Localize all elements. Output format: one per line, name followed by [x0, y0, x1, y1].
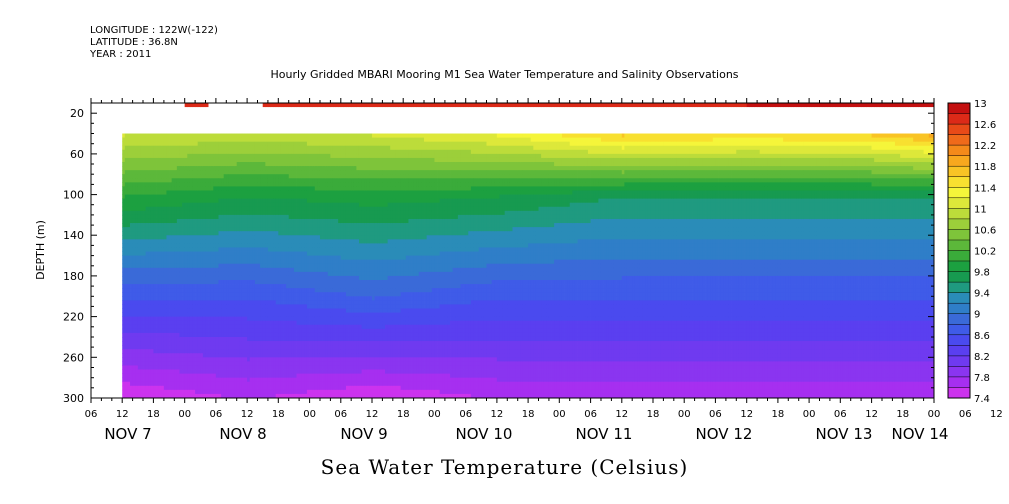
y-tick-label: 100: [63, 189, 84, 202]
x-tick-label: 18: [272, 409, 285, 420]
colorbar-label: 13: [974, 99, 987, 110]
x-tick-label: 12: [865, 409, 878, 420]
x-tick-label: 06: [459, 409, 472, 420]
x-tick-label: 00: [553, 409, 566, 420]
x-tick-label: 12: [241, 409, 254, 420]
y-tick-label: 260: [63, 351, 84, 364]
x-tick-label: 06: [834, 409, 847, 420]
x-tick-label: 18: [896, 409, 909, 420]
x-day-label: NOV 11: [576, 425, 633, 443]
x-day-label: NOV 8: [219, 425, 266, 443]
x-tick-label: 06: [709, 409, 722, 420]
x-day-label: NOV 12: [696, 425, 753, 443]
colorbar-label: 9.4: [974, 289, 990, 300]
colorbar-swatch: [948, 135, 970, 146]
x-tick-label: 18: [522, 409, 535, 420]
colorbar-swatch: [948, 366, 970, 377]
x-tick-label: 00: [178, 409, 191, 420]
x-day-label: NOV 14: [892, 425, 949, 443]
colorbar-swatch: [948, 103, 970, 114]
colorbar-label: 8.2: [974, 352, 990, 363]
colorbar-swatch: [948, 324, 970, 335]
colorbar-swatch: [948, 114, 970, 125]
y-tick-label: 60: [70, 148, 84, 161]
x-tick-label: 00: [803, 409, 816, 420]
x-tick-label: 06: [584, 409, 597, 420]
x-tick-label: 06: [959, 409, 972, 420]
colorbar-label: 12.6: [974, 120, 996, 131]
colorbar-label: 8.6: [974, 331, 990, 342]
x-tick-label: 12: [366, 409, 379, 420]
x-tick-label: 18: [397, 409, 410, 420]
colorbar-swatch: [948, 208, 970, 219]
colorbar-swatch: [948, 219, 970, 230]
colorbar-swatch: [948, 145, 970, 156]
x-tick-label: 00: [678, 409, 691, 420]
y-tick-label: 140: [63, 229, 84, 242]
x-tick-label: 12: [116, 409, 129, 420]
x-day-label: NOV 10: [456, 425, 513, 443]
y-axis-label: DEPTH (m): [34, 220, 47, 280]
colorbar-swatch: [948, 229, 970, 240]
colorbar-label: 10.6: [974, 225, 996, 236]
x-tick-label: 12: [615, 409, 628, 420]
x-tick-label: 18: [647, 409, 660, 420]
colorbar-swatch: [948, 377, 970, 388]
x-day-label: NOV 7: [104, 425, 151, 443]
colorbar-swatch: [948, 303, 970, 314]
colorbar-swatch: [948, 356, 970, 367]
x-tick-label: 00: [928, 409, 941, 420]
colorbar-label: 7.4: [974, 394, 990, 405]
colorbar-label: 11: [974, 204, 987, 215]
colorbar-swatch: [948, 177, 970, 188]
x-day-label: NOV 13: [816, 425, 873, 443]
x-tick-label: 18: [772, 409, 785, 420]
colorbar-label: 11.4: [974, 183, 996, 194]
y-tick-label: 220: [63, 311, 84, 324]
colorbar-swatch: [948, 124, 970, 135]
colorbar-swatch: [948, 335, 970, 346]
x-tick-label: 06: [210, 409, 223, 420]
colorbar-label: 9: [974, 310, 980, 321]
colorbar-swatch: [948, 282, 970, 293]
x-tick-label: 12: [491, 409, 504, 420]
colorbar-swatch: [948, 261, 970, 272]
x-day-label: NOV 9: [340, 425, 387, 443]
colorbar-swatch: [948, 387, 970, 398]
y-tick-label: 20: [70, 107, 84, 120]
colorbar-swatch: [948, 272, 970, 283]
colorbar-label: 10.2: [974, 247, 996, 258]
x-tick-label: 00: [428, 409, 441, 420]
x-tick-label: 00: [303, 409, 316, 420]
x-tick-label: 18: [147, 409, 160, 420]
x-axis-title: Sea Water Temperature (Celsius): [0, 455, 1009, 479]
colorbar-swatch: [948, 166, 970, 177]
colorbar-swatch: [948, 198, 970, 209]
colorbar-swatch: [948, 187, 970, 198]
contour-fill: [122, 103, 934, 398]
colorbar-label: 9.8: [974, 268, 990, 279]
y-tick-label: 300: [63, 392, 84, 405]
x-tick-label: 06: [85, 409, 98, 420]
colorbar-swatch: [948, 293, 970, 304]
colorbar-swatch: [948, 314, 970, 325]
x-tick-label: 12: [740, 409, 753, 420]
x-tick-label: 06: [334, 409, 347, 420]
colorbar: 13 12.6 12.2 11.8 11.4 11 10.6 10.2 9.8 9.4 9 8.6 8.…: [948, 99, 996, 405]
colorbar-label: 11.8: [974, 162, 996, 173]
colorbar-swatch: [948, 345, 970, 356]
colorbar-swatch: [948, 251, 970, 262]
colorbar-swatch: [948, 156, 970, 167]
colorbar-label: 12.2: [974, 141, 996, 152]
colorbar-swatch: [948, 240, 970, 251]
y-tick-label: 180: [63, 270, 84, 283]
x-tick-label: 12: [990, 409, 1003, 420]
colorbar-label: 7.8: [974, 373, 990, 384]
